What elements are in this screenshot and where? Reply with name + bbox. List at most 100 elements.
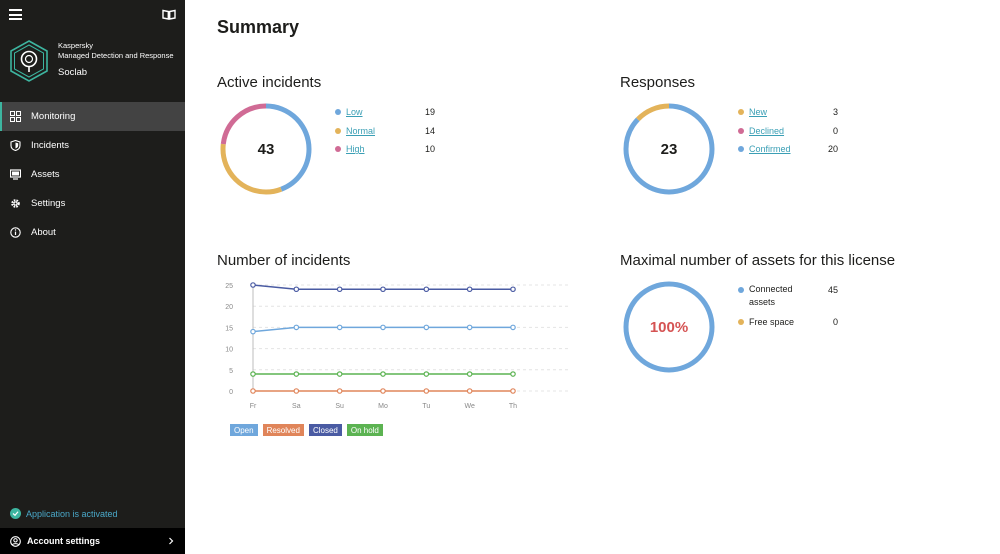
active-incidents-legend: Low 19 Normal 14 High 10 (335, 103, 445, 159)
active-incidents-ring (220, 103, 312, 195)
max-assets-ring (623, 281, 715, 373)
data-point-closed (336, 286, 343, 293)
max-assets-percent: 100% (649, 318, 689, 336)
y-tick-label: 0 (229, 389, 233, 396)
data-point-open (250, 328, 256, 335)
info-icon (10, 227, 21, 238)
series-tag-resolved[interactable]: Resolved (262, 424, 304, 436)
activation-status-text: Application is activated (26, 508, 118, 519)
user-circle-icon (10, 535, 21, 547)
brand-line1: Kaspersky (58, 41, 94, 50)
sidebar: Kaspersky Managed Detection and Response… (0, 0, 185, 554)
sidebar-item-label: Monitoring (31, 111, 76, 122)
y-tick-label: 25 (225, 283, 233, 290)
series-tag-open[interactable]: Open (230, 424, 258, 436)
data-point-open (466, 324, 473, 331)
y-tick-label: 20 (225, 304, 233, 311)
monitor-icon (10, 169, 21, 180)
sidebar-item-about[interactable]: About (0, 218, 185, 247)
data-point-open (510, 324, 516, 331)
account-settings-label: Account settings (27, 536, 101, 546)
legend-row-high: High 10 (335, 140, 445, 159)
x-tick-label: Mo (378, 403, 388, 410)
sidebar-item-assets[interactable]: Assets (0, 160, 185, 189)
legend-dot-confirmed (738, 146, 744, 153)
x-tick-label: Fr (250, 403, 257, 410)
active-incidents-segment-high (220, 103, 312, 195)
sidebar-top-bar (0, 0, 185, 30)
legend-row-free-space: Free space 0 (738, 313, 848, 332)
sidebar-item-settings[interactable]: Settings (0, 189, 185, 218)
legend-link-normal[interactable]: Normal (346, 125, 376, 136)
data-point-resolved (380, 388, 386, 394)
data-point-resolved (336, 388, 343, 394)
legend-value-new: 3 (833, 107, 839, 118)
legend-value-confirmed: 20 (828, 144, 839, 155)
responses-ring (623, 103, 715, 195)
book-icon[interactable] (162, 9, 176, 20)
legend-dot-declined (738, 127, 744, 134)
legend-link-high[interactable]: High (346, 144, 365, 155)
max-assets-title: Maximal number of assets for this licens… (620, 252, 896, 269)
data-point-on-hold (380, 371, 386, 377)
series-tag-closed[interactable]: Closed (308, 424, 342, 436)
number-of-incidents-chart: 0 5 10 15 20 25 Fr Sa Su Mo Tu We Th (225, 282, 569, 410)
data-point-on-hold (250, 371, 256, 377)
legend-link-low[interactable]: Low (346, 107, 363, 118)
data-point-on-hold (466, 371, 473, 377)
data-point-resolved (293, 388, 300, 394)
responses-title: Responses (620, 74, 696, 91)
max-assets-segment-connected (623, 281, 715, 373)
data-point-closed (293, 286, 300, 293)
shield-icon (10, 140, 21, 151)
legend-value-normal: 14 (425, 125, 436, 136)
sidebar-item-label: About (31, 227, 56, 238)
legend-row-new: New 3 (738, 103, 848, 122)
responses-segment-new (623, 103, 715, 195)
legend-dot-normal (335, 127, 341, 134)
legend-row-confirmed: Confirmed 20 (738, 140, 848, 159)
sidebar-item-incidents[interactable]: Incidents (0, 131, 185, 160)
check-circle-icon (10, 508, 21, 519)
sidebar-nav: Monitoring Incidents Assets Settings Abo… (0, 102, 185, 247)
data-point-closed (466, 286, 473, 293)
active-incidents-donut: 43 (218, 101, 314, 197)
legend-row-declined: Declined 0 (738, 122, 848, 141)
legend-link-confirmed[interactable]: Confirmed (749, 144, 791, 155)
data-point-on-hold (510, 371, 516, 377)
legend-row-connected: Connected assets 45 (738, 283, 848, 313)
x-tick-label: Th (509, 403, 517, 410)
legend-value-high: 10 (425, 144, 436, 155)
x-tick-label: Su (335, 403, 344, 410)
legend-link-new[interactable]: New (749, 107, 768, 118)
sidebar-item-monitoring[interactable]: Monitoring (0, 102, 185, 131)
legend-dot-low (335, 109, 341, 116)
sidebar-item-label: Settings (31, 198, 66, 209)
data-point-closed (380, 286, 386, 293)
data-point-closed (250, 282, 256, 288)
max-assets-legend: Connected assets 45 Free space 0 (738, 283, 848, 332)
account-settings-button[interactable]: Account settings (0, 528, 185, 554)
sidebar-item-label: Incidents (31, 140, 70, 151)
x-tick-label: Sa (292, 403, 301, 410)
dashboard-icon (10, 111, 21, 122)
chevron-right-icon (169, 537, 174, 545)
number-of-incidents-title: Number of incidents (217, 252, 351, 269)
active-incidents-title: Active incidents (217, 74, 322, 91)
legend-value-free-space: 0 (833, 317, 839, 328)
brand: Kaspersky Managed Detection and Response… (9, 40, 185, 84)
legend-link-declined[interactable]: Declined (749, 125, 785, 136)
legend-dot-connected (738, 287, 744, 293)
data-point-open (423, 324, 430, 331)
legend-dot-free-space (738, 319, 744, 326)
brand-name: Kaspersky Managed Detection and Response (58, 41, 174, 61)
legend-value-declined: 0 (833, 125, 839, 136)
active-incidents-total: 43 (257, 140, 275, 158)
menu-icon[interactable] (9, 9, 22, 20)
data-point-resolved (466, 388, 473, 394)
data-point-resolved (510, 388, 516, 394)
series-tag-on-hold[interactable]: On hold (346, 424, 383, 436)
sidebar-item-label: Assets (31, 169, 60, 180)
series-tags: Open Resolved Closed On hold (230, 424, 388, 436)
legend-row-normal: Normal 14 (335, 122, 445, 141)
